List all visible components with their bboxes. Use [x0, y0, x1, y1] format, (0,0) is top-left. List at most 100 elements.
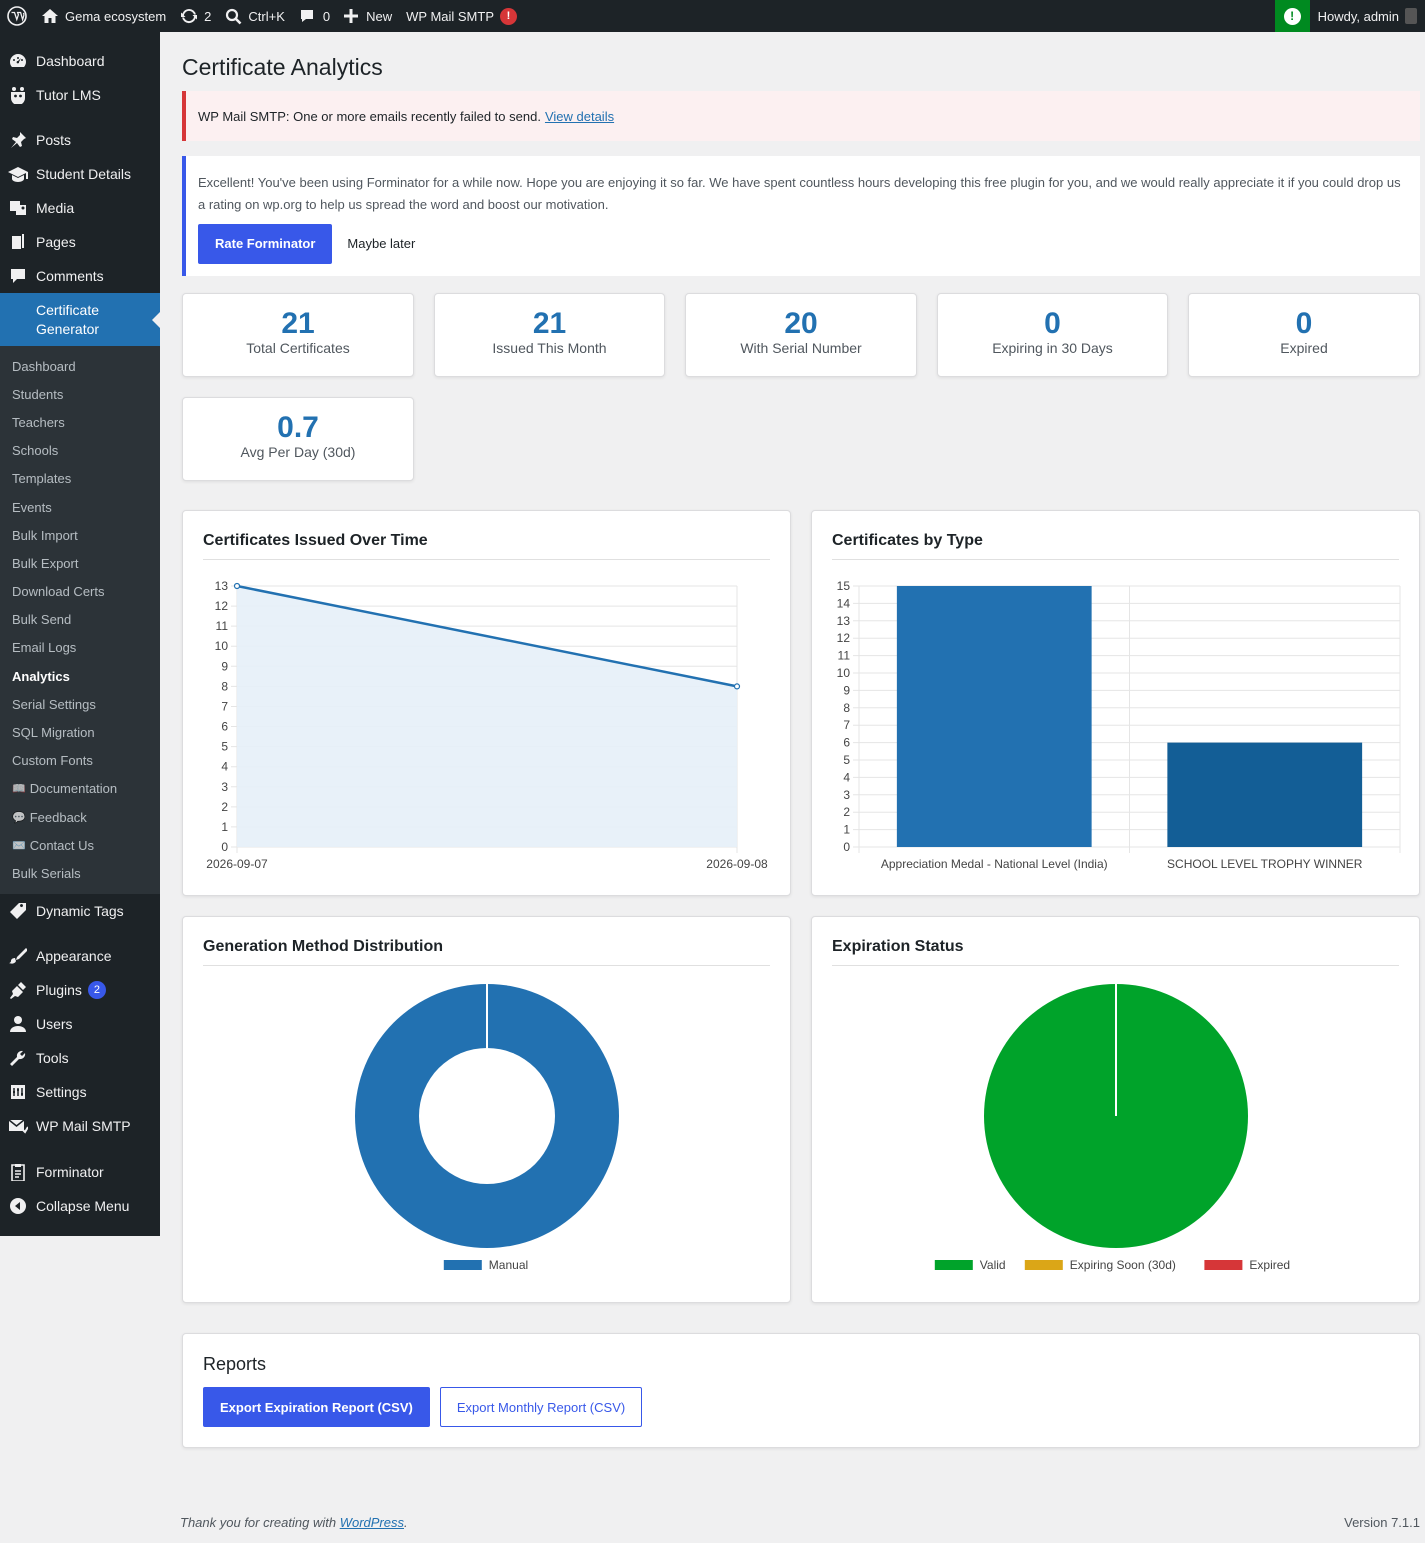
submenu-students[interactable]: Students: [12, 386, 64, 402]
tutor-icon: [8, 85, 28, 105]
legend-label: Manual: [489, 1258, 528, 1272]
menu-comments[interactable]: Comments: [0, 259, 160, 293]
comment-icon: [299, 8, 315, 24]
menu-appearance[interactable]: Appearance: [0, 939, 160, 973]
stat-label: Expiring in 30 Days: [992, 340, 1113, 356]
legend-label: Valid: [980, 1258, 1006, 1272]
stat-label: Issued This Month: [492, 340, 607, 356]
rate-forminator-button[interactable]: Rate Forminator: [198, 224, 333, 264]
new-content-link[interactable]: New: [337, 0, 399, 32]
y-tick-label: 0: [843, 840, 850, 854]
menu-label: Tools: [36, 1049, 69, 1066]
legend-swatch: [1024, 1260, 1063, 1270]
submenu-events[interactable]: Events: [12, 499, 52, 515]
submenu-bulk-export[interactable]: Bulk Export: [12, 555, 79, 571]
user-icon: [8, 1014, 28, 1034]
submenu-email-logs[interactable]: Email Logs: [12, 640, 77, 656]
menu-posts[interactable]: Posts: [0, 123, 160, 157]
y-tick-label: 5: [221, 740, 228, 754]
notice-button[interactable]: !: [1274, 0, 1310, 32]
collapse-menu-button[interactable]: Collapse Menu: [0, 1189, 160, 1223]
reports-panel: Reports Export Expiration Report (CSV) E…: [182, 1333, 1420, 1448]
stat-total-certificates: 21 Total Certificates: [182, 293, 414, 377]
wp-mail-smtp-link[interactable]: WP Mail SMTP !: [399, 0, 524, 32]
y-tick-label: 7: [843, 718, 850, 732]
submenu-contact-us[interactable]: ✉️ Contact Us: [0, 831, 160, 859]
submenu-custom-fonts[interactable]: Custom Fonts: [12, 753, 93, 769]
menu-label: Dynamic Tags: [36, 902, 124, 919]
wordpress-link[interactable]: WordPress: [339, 1515, 404, 1530]
submenu-sql-migration[interactable]: SQL Migration: [12, 725, 95, 741]
media-icon: [8, 198, 28, 218]
maybe-later-button[interactable]: Maybe later: [347, 236, 416, 251]
export-expiration-report-button[interactable]: Export Expiration Report (CSV): [203, 1387, 430, 1427]
submenu-analytics[interactable]: Analytics: [12, 668, 70, 684]
footer-thanks: Thank you for creating with WordPress.: [180, 1515, 408, 1530]
menu-dashboard[interactable]: Dashboard: [0, 44, 160, 78]
menu-label: Tutor LMS: [36, 87, 101, 103]
legend-label: Expired: [1249, 1258, 1290, 1272]
menu-forminator[interactable]: Forminator: [0, 1155, 160, 1189]
site-name-link[interactable]: Gema ecosystem: [34, 0, 173, 32]
stat-value: 0.7: [277, 411, 319, 444]
submenu-schools[interactable]: Schools: [12, 443, 59, 459]
footer-version: Version 7.1.1: [1344, 1515, 1420, 1530]
y-tick-label: 13: [215, 579, 229, 593]
submenu-bulk-serials[interactable]: Bulk Serials: [12, 865, 81, 881]
menu-settings[interactable]: Settings: [0, 1075, 160, 1109]
menu-label: Dashboard: [36, 53, 105, 69]
menu-tools[interactable]: Tools: [0, 1041, 160, 1075]
menu-label: Plugins: [36, 981, 82, 998]
y-tick-label: 1: [843, 823, 850, 837]
pages-icon: [8, 232, 28, 252]
y-tick-label: 3: [843, 788, 850, 802]
submenu-documentation[interactable]: 📖 Documentation: [0, 775, 160, 803]
menu-users[interactable]: Users: [0, 1007, 160, 1041]
menu-certificate-generator[interactable]: Certificate Generator: [0, 293, 160, 346]
menu-tutor-lms[interactable]: Tutor LMS: [0, 78, 160, 112]
admin-sidebar: Dashboard Tutor LMS Posts Student Detail…: [0, 32, 160, 1236]
stat-avg-per-day: 0.7 Avg Per Day (30d): [182, 397, 414, 481]
submenu-bulk-send[interactable]: Bulk Send: [12, 612, 72, 628]
stat-value: 20: [784, 307, 818, 340]
submenu-templates[interactable]: Templates: [12, 471, 72, 487]
y-tick-label: 9: [843, 683, 850, 697]
submenu-feedback[interactable]: 💬 Feedback: [0, 803, 160, 831]
smtp-error-notice: WP Mail SMTP: One or more emails recentl…: [182, 91, 1420, 141]
command-search-link[interactable]: Ctrl+K: [218, 0, 291, 32]
menu-label: Posts: [36, 132, 72, 148]
menu-plugins[interactable]: Plugins 2: [0, 973, 160, 1007]
menu-pages[interactable]: Pages: [0, 225, 160, 259]
my-account-link[interactable]: Howdy, admin: [1310, 0, 1425, 32]
wrench-icon: [8, 1048, 28, 1068]
menu-student-details[interactable]: Student Details: [0, 157, 160, 191]
legend-swatch: [443, 1260, 482, 1270]
legend-label: Expiring Soon (30d): [1070, 1258, 1176, 1272]
updates-link[interactable]: 2: [173, 0, 218, 32]
menu-media[interactable]: Media: [0, 191, 160, 225]
panel-title: Certificates Issued Over Time: [203, 532, 428, 549]
submenu-download-certs[interactable]: Download Certs: [12, 584, 105, 600]
menu-wp-mail-smtp[interactable]: WP Mail SMTP: [0, 1109, 160, 1143]
submenu-serial-settings[interactable]: Serial Settings: [12, 696, 96, 712]
menu-label: WP Mail SMTP: [36, 1117, 131, 1134]
submenu-bulk-import[interactable]: Bulk Import: [12, 527, 78, 543]
wordpress-logo-icon[interactable]: [0, 0, 34, 32]
menu-label: Appearance: [36, 947, 112, 964]
bar: [1167, 742, 1363, 847]
stat-value: 21: [281, 307, 315, 340]
legend-swatch: [1204, 1260, 1243, 1270]
y-tick-label: 13: [837, 614, 851, 628]
export-monthly-report-button[interactable]: Export Monthly Report (CSV): [439, 1387, 643, 1427]
comments-link[interactable]: 0: [292, 0, 337, 32]
y-tick-label: 15: [837, 579, 851, 593]
menu-dynamic-tags[interactable]: Dynamic Tags: [0, 894, 160, 928]
submenu-teachers[interactable]: Teachers: [12, 414, 65, 430]
y-tick-label: 11: [838, 649, 851, 663]
submenu-dashboard[interactable]: Dashboard: [12, 358, 76, 374]
view-details-link[interactable]: View details: [544, 108, 615, 124]
y-tick-label: 6: [221, 720, 228, 734]
x-tick-label: 2026-09-07: [206, 857, 268, 871]
